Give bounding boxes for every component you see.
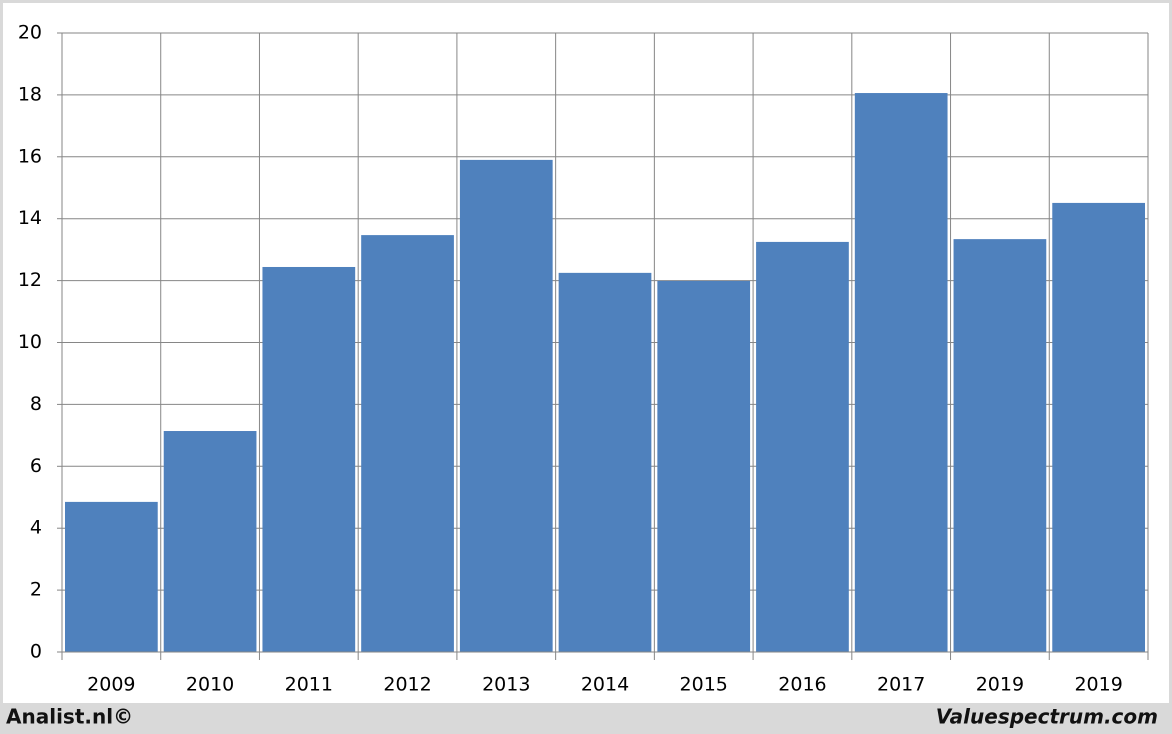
x-tick-label: 2019 <box>976 674 1024 696</box>
bar <box>262 266 356 652</box>
y-tick-label: 2 <box>30 579 42 601</box>
x-tick-label: 2009 <box>87 674 135 696</box>
x-tick-label: 2010 <box>186 674 234 696</box>
bar <box>854 93 948 653</box>
x-tick-label: 2013 <box>482 674 530 696</box>
y-tick-label: 12 <box>18 269 42 291</box>
y-tick-label: 0 <box>30 641 42 663</box>
bar <box>953 239 1047 652</box>
y-tick-label: 18 <box>18 83 42 105</box>
x-tick-label: 2014 <box>581 674 629 696</box>
y-tick-label: 10 <box>18 331 42 353</box>
x-tick-label: 2011 <box>285 674 333 696</box>
bar <box>361 235 454 652</box>
x-tick-label: 2019 <box>1074 674 1122 696</box>
y-tick-label: 8 <box>30 393 42 415</box>
y-tick-label: 14 <box>18 207 42 229</box>
x-tick-label: 2012 <box>383 674 431 696</box>
x-tick-label: 2017 <box>877 674 925 696</box>
y-tick-label: 4 <box>30 517 42 539</box>
bar <box>1052 202 1145 652</box>
bar <box>163 431 257 652</box>
x-tick-label: 2016 <box>778 674 826 696</box>
y-tick-label: 20 <box>18 22 42 44</box>
x-tick-label: 2015 <box>680 674 728 696</box>
y-tick-label: 16 <box>18 145 42 167</box>
bar <box>65 501 158 652</box>
bar <box>657 280 751 652</box>
footer-left: Analist.nl© <box>6 705 133 729</box>
bar <box>558 272 652 652</box>
bar <box>459 159 553 652</box>
bar <box>756 241 849 652</box>
y-tick-label: 6 <box>30 455 42 477</box>
footer-right: Valuespectrum.com <box>936 705 1158 729</box>
